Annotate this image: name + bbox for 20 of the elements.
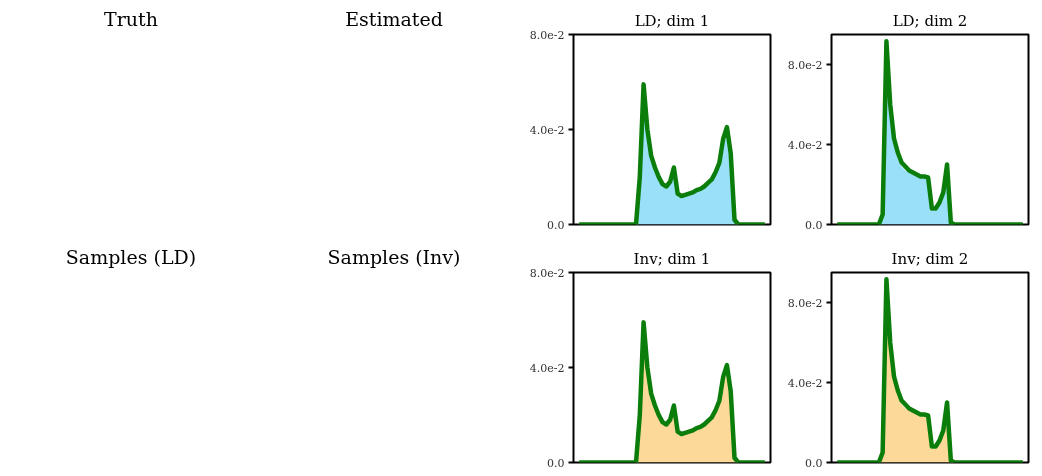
y-tick-label: 4.0e-2 xyxy=(787,376,823,390)
y-tick-label: 8.0e-2 xyxy=(787,296,823,310)
text: Samples (Inv) xyxy=(327,245,461,268)
y-tick-label: 4.0e-2 xyxy=(529,361,565,375)
chart-title: Inv; dim 1 xyxy=(633,249,711,268)
y-tick-label: 4.0e-2 xyxy=(787,138,823,152)
text: Estimated xyxy=(345,7,443,30)
chart-title: Inv; dim 2 xyxy=(891,249,969,268)
chart-title: LD; dim 2 xyxy=(892,11,968,30)
y-tick-label: 8.0e-2 xyxy=(529,266,565,280)
y-tick-label: 4.0e-2 xyxy=(529,123,565,137)
y-tick-label: 0.0 xyxy=(547,456,565,470)
y-tick-label: 0.0 xyxy=(805,456,823,470)
text: Truth xyxy=(104,7,158,30)
y-tick-label: 0.0 xyxy=(805,218,823,232)
chart-title: LD; dim 1 xyxy=(634,11,710,30)
y-tick-label: 8.0e-2 xyxy=(787,58,823,72)
text: Samples (LD) xyxy=(65,245,197,268)
y-tick-label: 0.0 xyxy=(547,218,565,232)
y-tick-label: 8.0e-2 xyxy=(529,28,565,42)
